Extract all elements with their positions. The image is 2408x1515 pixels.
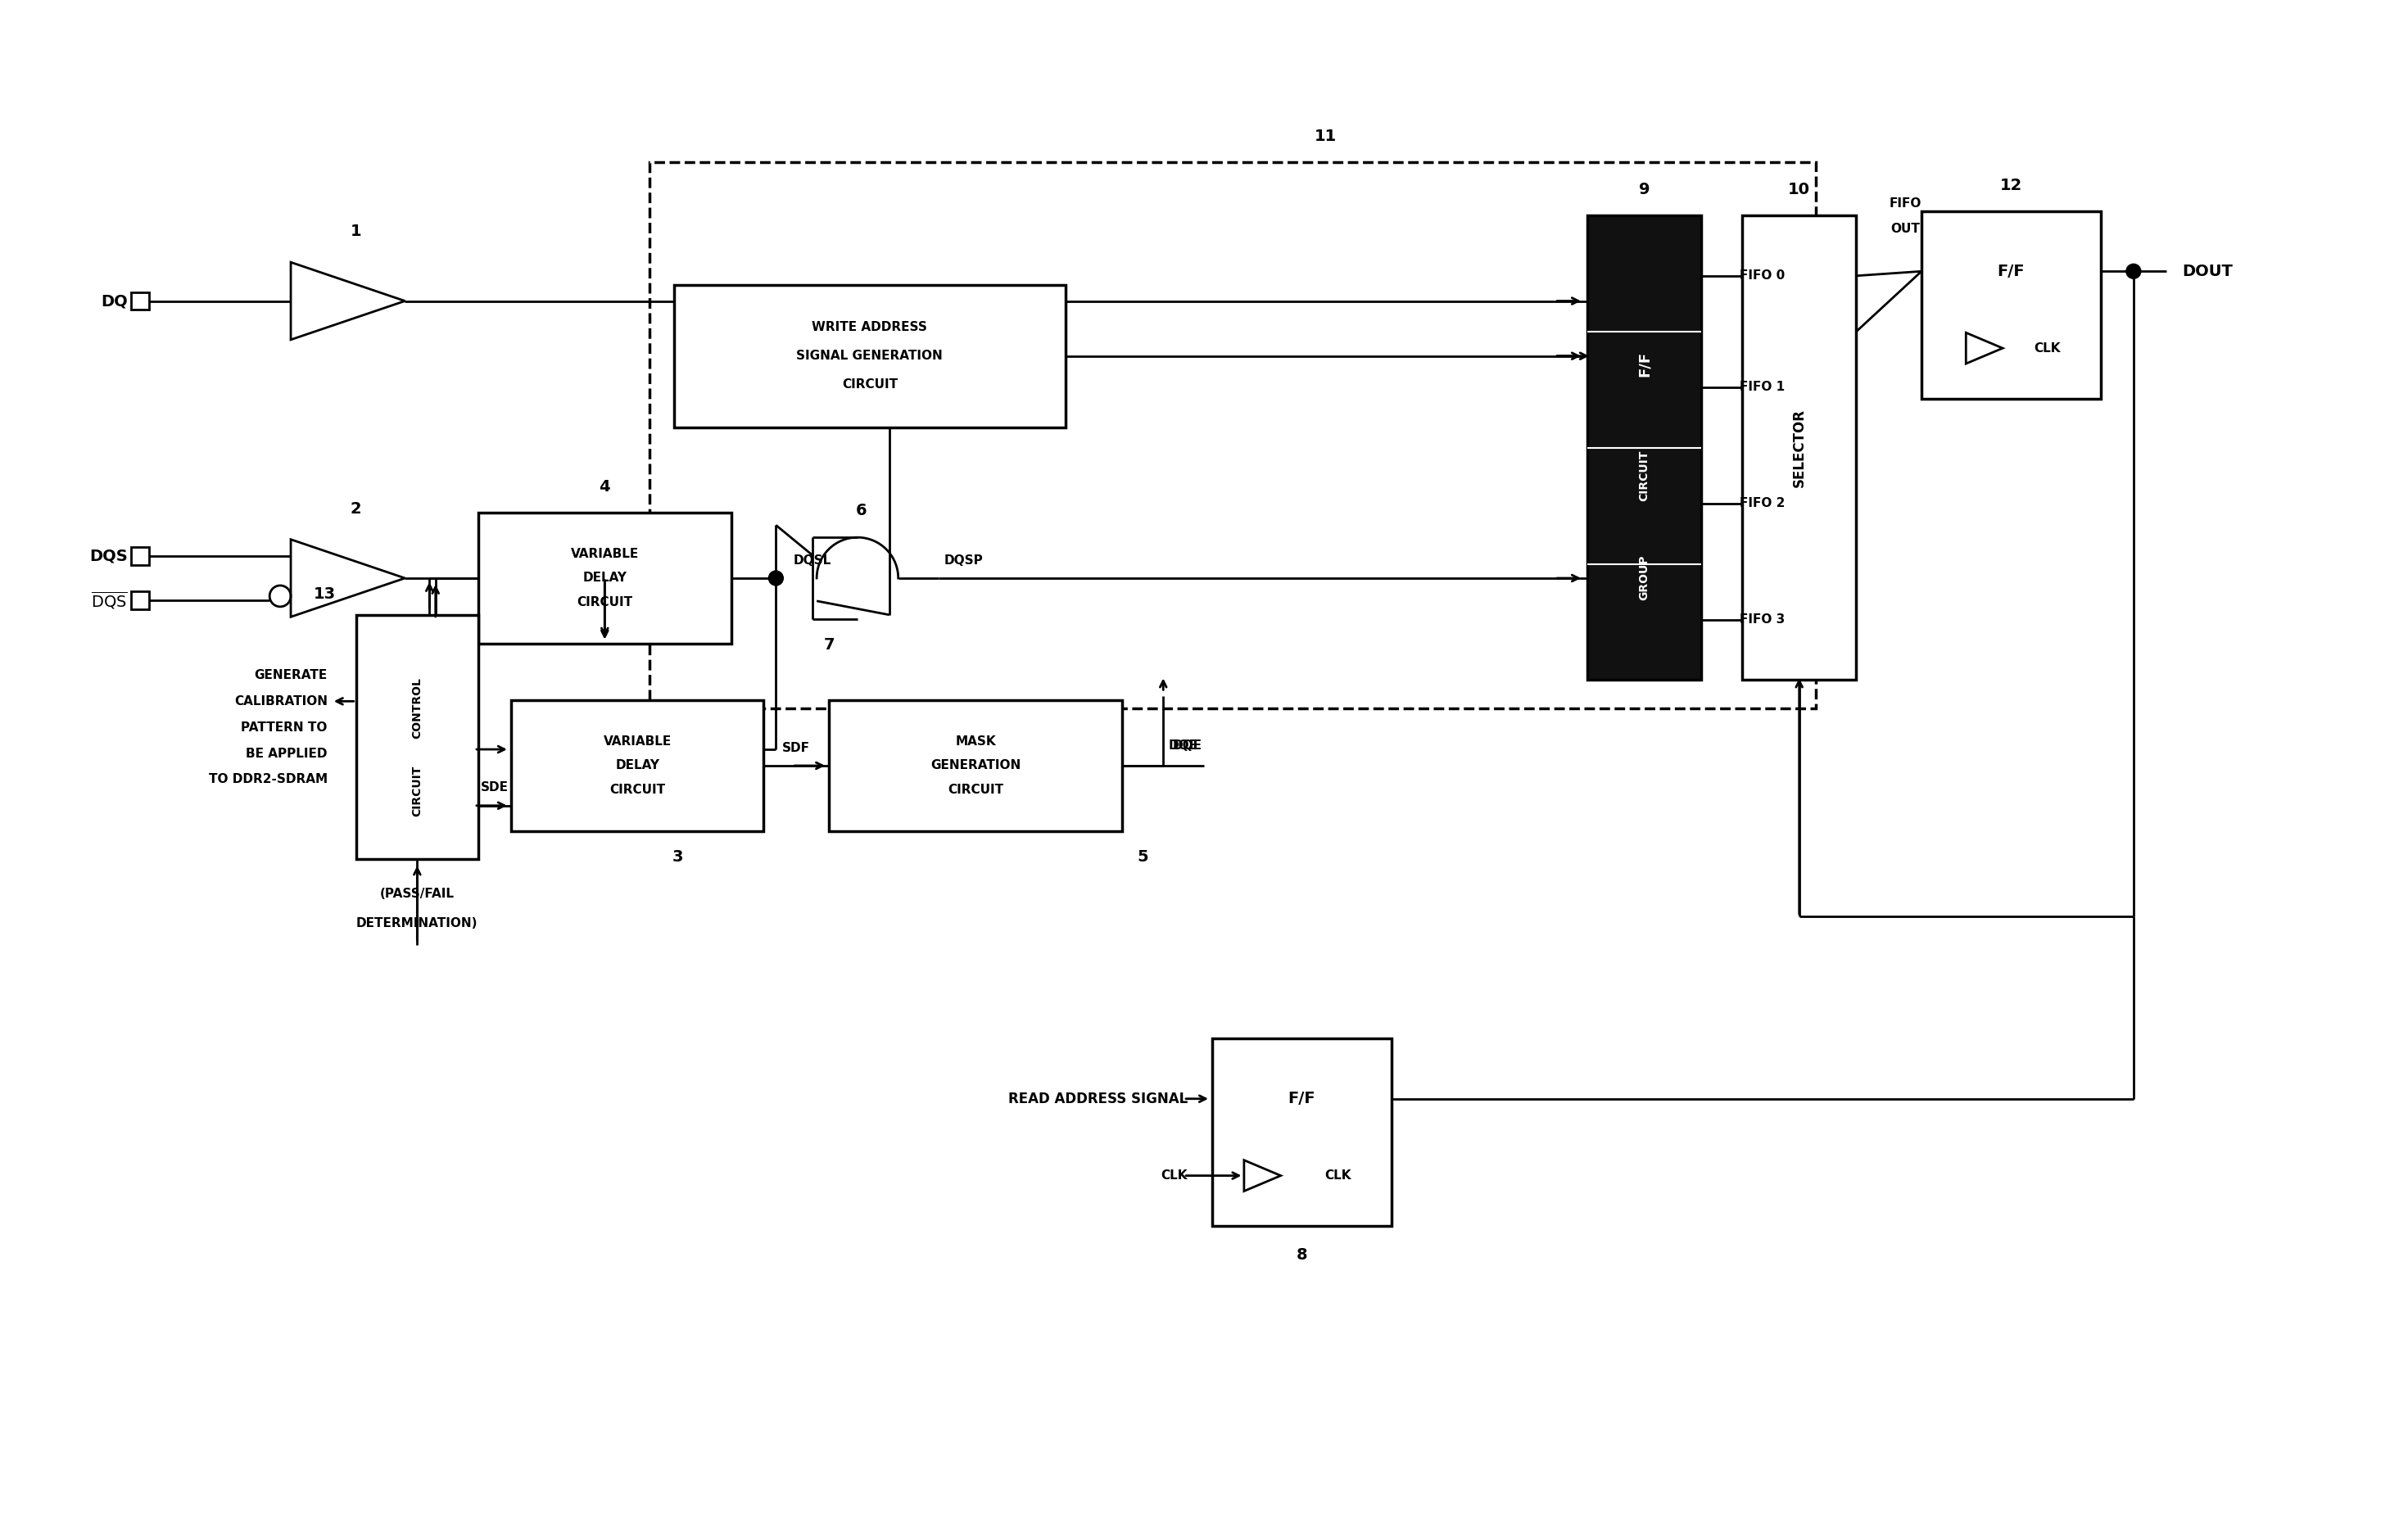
Text: SDF: SDF: [783, 741, 809, 754]
Text: CIRCUIT: CIRCUIT: [412, 765, 424, 817]
Bar: [510, 700, 763, 830]
Text: 4: 4: [600, 479, 609, 494]
Text: GENERATE: GENERATE: [255, 670, 327, 682]
Bar: [1211, 1039, 1392, 1226]
Polygon shape: [1965, 333, 2003, 364]
Text: READ ADDRESS SIGNAL: READ ADDRESS SIGNAL: [1009, 1091, 1187, 1106]
Text: CLK: CLK: [2035, 342, 2061, 355]
Text: 6: 6: [855, 503, 867, 518]
Text: DOUT: DOUT: [2182, 264, 2232, 279]
Text: VARIABLE: VARIABLE: [571, 547, 638, 561]
Text: DQE: DQE: [1173, 739, 1202, 751]
Text: FIFO 2: FIFO 2: [1741, 497, 1784, 509]
Bar: [1922, 211, 2100, 398]
Text: 12: 12: [2001, 177, 2023, 192]
Text: CIRCUIT: CIRCUIT: [843, 379, 898, 391]
Text: SIGNAL GENERATION: SIGNAL GENERATION: [797, 350, 944, 362]
Text: DELAY: DELAY: [583, 573, 626, 585]
Circle shape: [2126, 264, 2141, 279]
Text: 8: 8: [1296, 1247, 1308, 1262]
Text: DETERMINATION): DETERMINATION): [356, 917, 479, 929]
Bar: [130, 292, 149, 311]
Text: FIFO 0: FIFO 0: [1741, 270, 1784, 282]
Text: FIFO 1: FIFO 1: [1741, 382, 1784, 394]
Polygon shape: [1245, 1160, 1281, 1191]
Polygon shape: [291, 262, 405, 339]
Text: MASK: MASK: [956, 735, 997, 747]
Text: 5: 5: [1137, 850, 1149, 865]
Text: CLK: CLK: [1324, 1170, 1351, 1182]
Text: DQ: DQ: [101, 294, 128, 309]
Text: WRITE ADDRESS: WRITE ADDRESS: [811, 321, 927, 333]
Text: SDE: SDE: [482, 782, 508, 794]
Text: CONTROL: CONTROL: [412, 677, 424, 738]
Bar: [130, 591, 149, 609]
Text: 9: 9: [1640, 182, 1649, 197]
Bar: [828, 700, 1122, 830]
Text: BE APPLIED: BE APPLIED: [246, 747, 327, 759]
Polygon shape: [291, 539, 405, 617]
Bar: [356, 615, 479, 859]
Bar: [650, 162, 1816, 709]
Text: CIRCUIT: CIRCUIT: [609, 783, 665, 797]
Text: 10: 10: [1789, 182, 1811, 197]
Text: F/F: F/F: [1996, 264, 2025, 279]
Text: 7: 7: [824, 638, 836, 653]
Text: F/F: F/F: [1288, 1091, 1315, 1106]
Text: 3: 3: [672, 850, 684, 865]
Text: DQSL: DQSL: [795, 554, 831, 567]
Text: OUT: OUT: [1890, 223, 1919, 235]
Text: FIFO: FIFO: [1890, 197, 1922, 209]
Text: TO DDR2-SDRAM: TO DDR2-SDRAM: [209, 773, 327, 786]
Text: $\overline{\mathrm{DQS}}$: $\overline{\mathrm{DQS}}$: [92, 589, 128, 611]
Bar: [130, 547, 149, 565]
Text: 11: 11: [1315, 129, 1336, 144]
Text: F/F: F/F: [1637, 351, 1652, 377]
Text: GENERATION: GENERATION: [929, 759, 1021, 771]
Text: SELECTOR: SELECTOR: [1792, 409, 1806, 486]
Text: CIRCUIT: CIRCUIT: [949, 783, 1004, 797]
Bar: [1741, 215, 1857, 680]
Text: GROUP: GROUP: [1637, 554, 1649, 600]
Text: CALIBRATION: CALIBRATION: [234, 695, 327, 708]
Text: VARIABLE: VARIABLE: [604, 735, 672, 747]
Text: FIFO 3: FIFO 3: [1741, 614, 1784, 626]
Text: CIRCUIT: CIRCUIT: [1637, 450, 1649, 501]
Text: DQS: DQS: [89, 548, 128, 564]
Text: CIRCUIT: CIRCUIT: [578, 597, 633, 609]
Bar: [1587, 215, 1702, 680]
Text: DQE: DQE: [1168, 739, 1199, 751]
Bar: [479, 514, 732, 644]
Text: 1: 1: [352, 224, 361, 239]
Text: PATTERN TO: PATTERN TO: [241, 721, 327, 733]
Text: (PASS/FAIL: (PASS/FAIL: [380, 888, 455, 900]
Text: 13: 13: [313, 586, 335, 603]
Text: 2: 2: [352, 501, 361, 517]
Text: DELAY: DELAY: [614, 759, 660, 771]
Bar: [674, 285, 1064, 427]
Text: DQSP: DQSP: [944, 554, 982, 567]
Text: CLK: CLK: [1161, 1170, 1187, 1182]
Circle shape: [768, 571, 783, 585]
